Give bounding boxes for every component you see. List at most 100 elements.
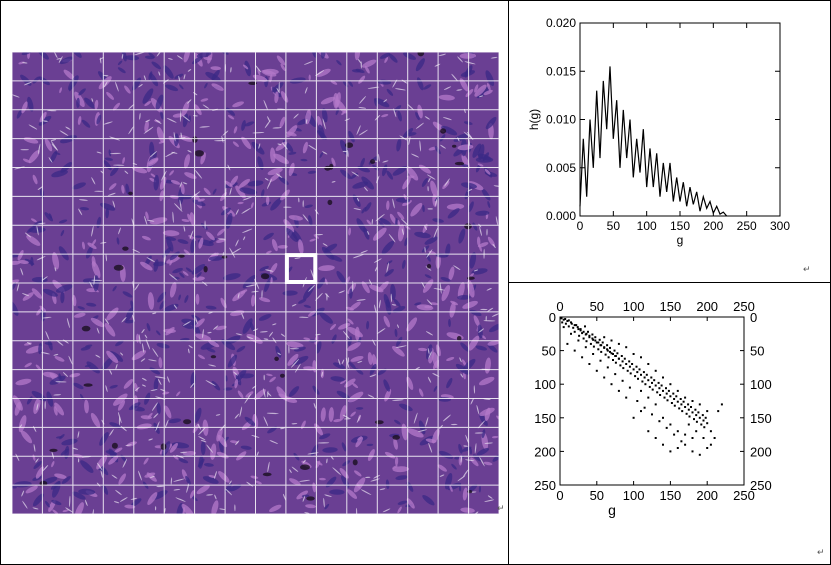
histology-tile-grid-image xyxy=(12,52,499,514)
tissue-cell xyxy=(109,384,118,389)
tissue-fiber xyxy=(356,299,366,301)
tissue-fiber xyxy=(308,284,316,292)
tissue-cell xyxy=(461,163,470,168)
tissue-fiber xyxy=(143,126,154,134)
tissue-cell xyxy=(74,502,84,514)
tissue-cell xyxy=(384,451,396,459)
tissue-cell xyxy=(487,339,499,346)
tissue-cell xyxy=(481,188,491,201)
tissue-cell xyxy=(81,119,91,128)
tissue-cell xyxy=(345,306,354,311)
tissue-fiber xyxy=(427,208,433,210)
tissue-fiber xyxy=(305,119,308,124)
tissue-cell xyxy=(308,215,313,226)
tissue-cell xyxy=(354,52,361,61)
tissue-cell xyxy=(459,52,476,59)
tissue-cell xyxy=(421,245,430,253)
tissue-cell xyxy=(178,294,181,301)
tissue-fiber xyxy=(426,249,433,258)
tissue-fiber xyxy=(263,99,268,111)
scatter-point xyxy=(678,407,681,410)
tissue-cell xyxy=(262,68,279,75)
tissue-cell xyxy=(110,166,119,177)
y-tick-label-left: 100 xyxy=(534,377,556,392)
tissue-cell xyxy=(296,490,309,500)
scatter-point xyxy=(628,386,631,389)
tissue-cell xyxy=(125,183,130,195)
tissue-dark-spot xyxy=(111,442,118,449)
tissue-fiber xyxy=(263,416,269,427)
tissue-fiber xyxy=(355,507,358,514)
tissue-cell xyxy=(151,61,162,70)
tissue-fiber xyxy=(411,153,420,158)
tissue-cell xyxy=(122,291,133,298)
tissue-cell xyxy=(366,219,372,225)
scatter-point xyxy=(604,353,607,356)
tissue-fiber xyxy=(141,377,147,381)
tissue-fiber xyxy=(371,218,373,225)
tissue-fiber xyxy=(276,87,280,94)
tissue-cell xyxy=(316,340,322,354)
tissue-cell xyxy=(229,175,239,187)
tissue-cell xyxy=(250,294,256,307)
tissue-fiber xyxy=(53,353,59,356)
tissue-cell xyxy=(460,342,470,352)
scatter-point xyxy=(681,410,684,413)
tissue-cell xyxy=(242,318,253,334)
tissue-fiber xyxy=(168,57,173,60)
tissue-fiber xyxy=(401,228,404,236)
tissue-cell xyxy=(492,453,499,462)
tissue-cell xyxy=(349,288,353,299)
scatter-point xyxy=(654,403,657,406)
tissue-cell xyxy=(302,141,308,154)
tissue-fiber xyxy=(20,267,24,276)
tissue-fiber xyxy=(261,290,263,299)
tissue-cell xyxy=(166,236,174,252)
tissue-fiber xyxy=(470,398,474,405)
tissue-fiber xyxy=(374,304,377,314)
tissue-cell xyxy=(238,178,251,188)
tissue-fiber xyxy=(277,143,282,146)
scatter-point xyxy=(573,324,576,327)
scatter-point xyxy=(647,430,650,433)
tissue-cell xyxy=(12,279,20,285)
tissue-fiber xyxy=(200,439,207,443)
tissue-fiber xyxy=(33,443,36,452)
scatter-point xyxy=(587,330,589,333)
scatter-point xyxy=(617,357,620,360)
tissue-cell xyxy=(44,212,54,222)
tissue-dark-spot xyxy=(203,266,208,273)
tissue-fiber xyxy=(195,317,198,325)
tissue-cell xyxy=(189,212,196,227)
tissue-cell xyxy=(180,183,185,195)
tissue-cell xyxy=(324,503,330,510)
tissue-cell xyxy=(414,231,431,239)
scatter-point xyxy=(662,376,664,379)
tissue-cell xyxy=(381,240,395,255)
scatter-point xyxy=(667,389,670,392)
tissue-cell xyxy=(252,74,268,82)
scatter-point xyxy=(704,416,707,419)
tissue-fiber xyxy=(302,214,309,222)
tissue-fiber xyxy=(395,345,407,349)
scatter-point xyxy=(691,411,694,414)
tissue-cell xyxy=(13,481,32,488)
tissue-fiber xyxy=(259,331,268,333)
tissue-fiber xyxy=(144,215,148,226)
tissue-fiber xyxy=(37,222,46,225)
tissue-cell xyxy=(54,402,65,416)
tissue-fiber xyxy=(118,227,121,235)
tissue-fiber xyxy=(400,218,409,227)
tissue-cell xyxy=(232,141,239,148)
tissue-cell xyxy=(211,500,219,514)
tissue-fiber xyxy=(373,474,381,479)
tissue-fiber xyxy=(78,208,83,216)
tissue-texture xyxy=(12,52,499,514)
tissue-fiber xyxy=(267,116,271,123)
tissue-cell xyxy=(61,438,78,446)
tissue-fiber xyxy=(229,480,232,485)
tissue-dark-spot xyxy=(426,263,432,269)
tissue-fiber xyxy=(486,287,492,291)
tissue-fiber xyxy=(115,364,118,370)
tissue-fiber xyxy=(22,500,28,509)
